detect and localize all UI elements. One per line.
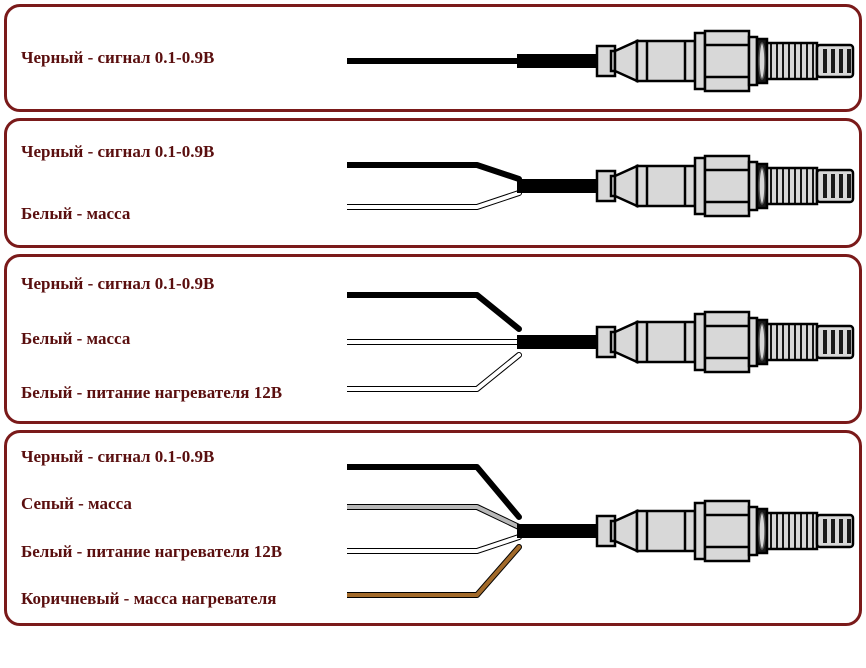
wire-labels: Черный - сигнал 0.1-0.9В Сепый - масса Бел… xyxy=(7,433,347,623)
wire-1-outline xyxy=(347,295,519,329)
wire-labels: Черный - сигнал 0.1-0.9В Белый - масса xyxy=(7,121,347,245)
wire-1 xyxy=(347,295,519,329)
sensor-body xyxy=(597,312,853,372)
panel-4: Черный - сигнал 0.1-0.9В Сепый - масса Бел… xyxy=(4,430,862,626)
sensor-body xyxy=(597,501,853,561)
wire-labels: Черный - сигнал 0.1-0.9В xyxy=(7,7,347,109)
wire-label-1: Черный - сигнал 0.1-0.9В xyxy=(21,142,347,162)
wire-4 xyxy=(347,547,519,595)
sensor-diagram xyxy=(347,433,862,626)
wire-label-1: Черный - сигнал 0.1-0.9В xyxy=(21,274,347,294)
sensor-diagram xyxy=(347,121,862,248)
panel-1: Черный - сигнал 0.1-0.9В xyxy=(4,4,862,112)
wire-label-2: Белый - масса xyxy=(21,329,347,349)
sensor-body xyxy=(597,31,853,91)
wire-3-outline xyxy=(347,355,519,389)
wire-3 xyxy=(347,355,519,389)
sensor-diagram xyxy=(347,257,862,424)
wire-2-outline xyxy=(347,507,519,527)
wire-4-outline xyxy=(347,547,519,595)
wire-label-2: Сепый - масса xyxy=(21,494,347,514)
panel-3: Черный - сигнал 0.1-0.9В Белый - масса Бел… xyxy=(4,254,862,424)
wire-label-3: Белый - питание нагревателя 12В xyxy=(21,542,347,562)
wire-label-1: Черный - сигнал 0.1-0.9В xyxy=(21,447,347,467)
wire-label-3: Белый - питание нагревателя 12В xyxy=(21,383,347,403)
wire-label-2: Белый - масса xyxy=(21,204,347,224)
wire-label-1: Черный - сигнал 0.1-0.9В xyxy=(21,48,347,68)
wire-labels: Черный - сигнал 0.1-0.9В Белый - масса Бел… xyxy=(7,257,347,421)
sensor-body xyxy=(597,156,853,216)
panel-2: Черный - сигнал 0.1-0.9В Белый - масса xyxy=(4,118,862,248)
sensor-diagram xyxy=(347,7,862,112)
wire-label-4: Коричневый - масса нагревателя xyxy=(21,589,347,609)
